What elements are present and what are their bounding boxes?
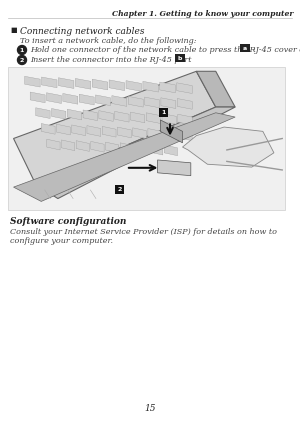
Polygon shape	[133, 128, 146, 139]
Polygon shape	[58, 78, 74, 88]
Text: 2: 2	[117, 187, 122, 192]
Polygon shape	[63, 94, 78, 104]
FancyBboxPatch shape	[8, 67, 285, 210]
Polygon shape	[178, 114, 192, 125]
Polygon shape	[196, 71, 235, 107]
Polygon shape	[61, 140, 75, 150]
Polygon shape	[177, 99, 192, 109]
Text: .: .	[252, 44, 254, 52]
Polygon shape	[128, 96, 143, 107]
Polygon shape	[36, 108, 50, 119]
Polygon shape	[52, 108, 66, 119]
Polygon shape	[41, 77, 57, 88]
Text: 2: 2	[20, 57, 24, 62]
Polygon shape	[160, 120, 182, 143]
Polygon shape	[95, 95, 110, 106]
Polygon shape	[36, 107, 235, 198]
Polygon shape	[126, 81, 142, 91]
Polygon shape	[112, 96, 127, 106]
Polygon shape	[46, 93, 62, 103]
Polygon shape	[91, 142, 104, 152]
Polygon shape	[130, 112, 145, 123]
Polygon shape	[115, 111, 129, 122]
FancyBboxPatch shape	[240, 44, 250, 52]
Polygon shape	[177, 83, 192, 94]
Polygon shape	[135, 144, 148, 154]
Text: To insert a network cable, do the following:: To insert a network cable, do the follow…	[20, 37, 197, 45]
Text: 15: 15	[144, 404, 156, 413]
Text: Consult your Internet Service Provider (ISP) for details on how to configure you: Consult your Internet Service Provider (…	[10, 228, 277, 245]
FancyBboxPatch shape	[175, 54, 185, 62]
Polygon shape	[99, 110, 113, 122]
Polygon shape	[149, 144, 163, 155]
Circle shape	[17, 45, 26, 54]
Polygon shape	[14, 71, 216, 184]
Polygon shape	[79, 94, 94, 105]
Polygon shape	[67, 109, 82, 120]
Polygon shape	[178, 130, 192, 141]
Polygon shape	[117, 127, 131, 138]
Polygon shape	[47, 139, 60, 150]
Polygon shape	[143, 81, 158, 92]
Polygon shape	[182, 127, 274, 167]
Text: 1: 1	[20, 48, 24, 53]
Polygon shape	[158, 160, 191, 176]
Text: ■: ■	[10, 27, 16, 33]
Text: Connecting network cables: Connecting network cables	[20, 27, 145, 36]
Polygon shape	[163, 129, 177, 140]
Polygon shape	[120, 143, 134, 153]
Text: .: .	[187, 54, 190, 62]
Polygon shape	[109, 80, 124, 91]
Text: 1: 1	[161, 110, 166, 115]
Polygon shape	[75, 79, 91, 89]
Polygon shape	[161, 98, 176, 108]
Polygon shape	[76, 141, 89, 151]
Text: Insert the connector into the RJ-45 port: Insert the connector into the RJ-45 port	[30, 56, 191, 64]
Polygon shape	[30, 92, 45, 103]
Polygon shape	[25, 76, 40, 87]
Polygon shape	[56, 124, 70, 135]
Polygon shape	[146, 113, 160, 124]
Text: Software configuration: Software configuration	[10, 217, 126, 226]
Polygon shape	[106, 142, 119, 153]
Polygon shape	[160, 82, 175, 93]
Polygon shape	[145, 97, 160, 108]
Text: b: b	[178, 56, 182, 60]
Circle shape	[17, 56, 26, 65]
FancyBboxPatch shape	[115, 185, 124, 194]
Polygon shape	[164, 145, 178, 156]
Text: Hold one connector of the network cable to press the RJ-45 cover down gently: Hold one connector of the network cable …	[30, 46, 300, 54]
FancyBboxPatch shape	[159, 108, 168, 117]
Polygon shape	[92, 79, 108, 90]
Polygon shape	[72, 125, 86, 136]
Polygon shape	[14, 113, 235, 201]
Polygon shape	[87, 126, 101, 136]
Polygon shape	[148, 128, 162, 139]
Text: Chapter 1. Getting to know your computer: Chapter 1. Getting to know your computer	[112, 10, 293, 18]
Polygon shape	[162, 113, 176, 124]
Polygon shape	[41, 124, 55, 134]
Text: a: a	[243, 45, 247, 51]
Polygon shape	[83, 110, 98, 121]
Polygon shape	[102, 126, 116, 137]
